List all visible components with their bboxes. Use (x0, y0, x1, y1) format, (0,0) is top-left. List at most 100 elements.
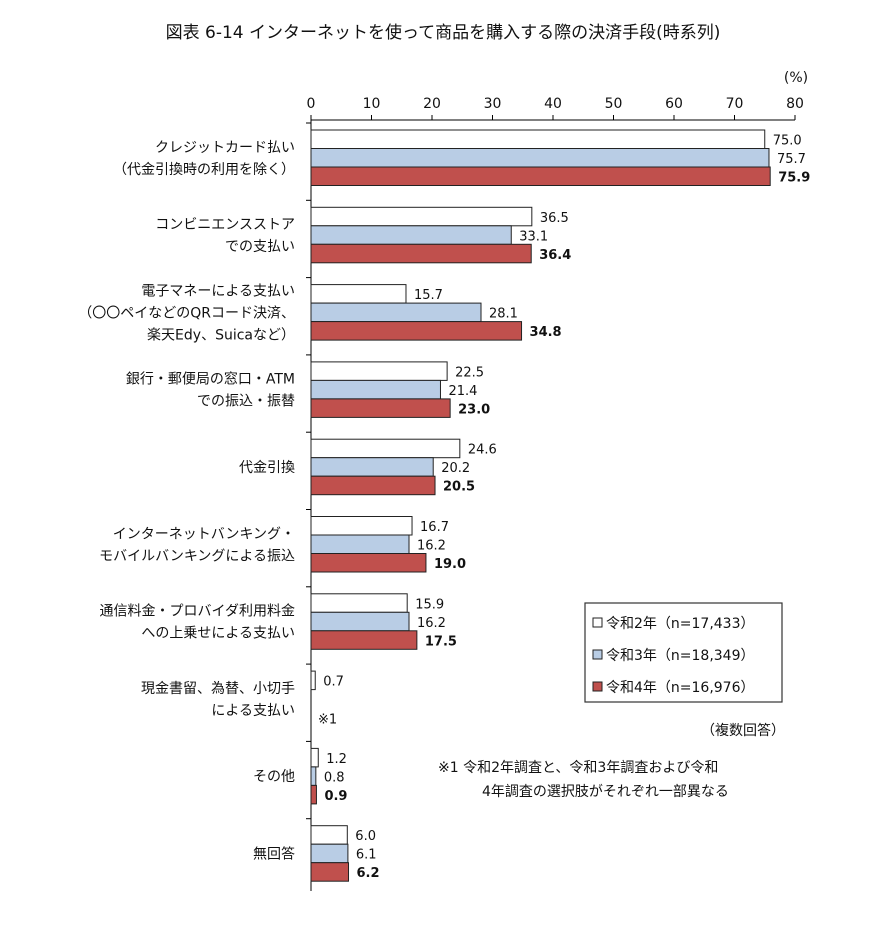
bar-1 (310, 379, 441, 400)
data-label: 21.4 (448, 384, 477, 399)
category-label: 無回答 (253, 845, 295, 862)
category-group: その他 1.2 0.8 0.9 (253, 747, 347, 805)
data-label: 23.0 (458, 402, 490, 417)
legend-entry: 令和2年（n=17,433） (606, 616, 755, 632)
data-label: 15.9 (415, 597, 444, 612)
data-label: 15.7 (414, 288, 443, 303)
data-label: 34.8 (530, 325, 562, 340)
bar-0 (310, 747, 319, 768)
category-label: その他 (253, 769, 295, 785)
data-label: 0.9 (324, 789, 347, 804)
category-group: 電子マネーによる支払い （〇〇ペイなどのQRコード決済、楽天Edy、Suicaなど… (78, 283, 561, 343)
data-label: 16.2 (417, 539, 446, 554)
data-label: 33.1 (519, 229, 548, 244)
category-group: 代金引換 24.6 20.2 20.5 (239, 438, 497, 496)
bar-1 (310, 457, 434, 477)
legend-entry: 令和4年（n=16,976） (606, 680, 755, 696)
bar-2 (310, 862, 350, 882)
bar-1 (310, 843, 349, 864)
bar-2 (310, 784, 317, 805)
bar-0 (310, 206, 533, 227)
bar-1 (310, 766, 317, 786)
data-label: 6.2 (357, 866, 380, 881)
data-label: 16.2 (417, 616, 446, 631)
unit-label: (%) (784, 70, 808, 86)
legend-entry: 令和3年（n=18,349） (606, 648, 755, 664)
category-label: 楽天Edy、Suicaなど） (147, 327, 295, 343)
category-label: での支払い (225, 239, 295, 255)
bar-0 (310, 670, 316, 691)
category-label: クレジットカード払い (155, 140, 295, 156)
data-label: 1.2 (326, 752, 347, 767)
x-tick-label: 50 (605, 96, 623, 112)
category-group: 銀行・郵便局の窓口・ATM での振込・振替 22.5 21.4 23.0 (126, 361, 490, 418)
bar-2 (310, 553, 427, 573)
category-group: 無回答 6.0 6.1 6.2 (253, 825, 380, 882)
multiple-answer-note: （複数回答） (701, 722, 785, 739)
category-label: 現金書留、為替、小切手 (141, 681, 295, 697)
note-marker: ※1 (318, 713, 337, 728)
bar-2 (310, 243, 532, 264)
data-label: 22.5 (455, 365, 484, 380)
x-tick-label: 70 (726, 96, 744, 112)
bar-1 (310, 302, 482, 323)
x-tick-label: 10 (363, 96, 381, 112)
footnote-line-2: 4年調査の選択肢がそれぞれ一部異なる (482, 784, 729, 800)
category-group: インターネットバンキング・モバイルバンキングによる振込 16.7 16.2 19.0 (99, 516, 466, 573)
bar-0 (310, 516, 413, 536)
x-tick-label: 0 (307, 96, 316, 112)
x-tick-label: 60 (665, 96, 683, 112)
data-label: 0.8 (324, 770, 345, 785)
bar-0 (310, 593, 408, 613)
category-group: クレジットカード払い （代金引換時の利用を除く） 75.0 75.7 75.9 (113, 129, 810, 186)
category-label: インターネットバンキング・ (113, 526, 295, 542)
data-label: 75.7 (777, 152, 806, 167)
bar-0 (310, 284, 407, 304)
category-label: での振込・振替 (197, 394, 295, 410)
data-label: 16.7 (420, 520, 449, 535)
data-label: 19.0 (434, 557, 466, 572)
bar-1 (310, 611, 410, 632)
legend-swatch (592, 649, 603, 660)
bar-1 (310, 225, 512, 245)
category-label: モバイルバンキングによる振込 (99, 548, 295, 564)
bar-2 (310, 475, 436, 496)
x-tick-label: 30 (484, 96, 502, 112)
data-label: 28.1 (489, 307, 518, 322)
legend-swatch (592, 681, 603, 692)
chart-title: 図表 6-14 インターネットを使って商品を購入する際の決済手段(時系列) (166, 22, 721, 43)
bar-2 (310, 398, 451, 418)
category-label: による支払い (211, 703, 295, 719)
footnote-line-1: ※1 令和2年調査と、令和3年調査および令和 (438, 760, 718, 776)
bar-2 (310, 166, 771, 186)
category-label: 電子マネーによる支払い (141, 283, 295, 299)
category-label: 代金引換 (239, 460, 295, 476)
data-label: 75.0 (773, 134, 802, 149)
bar-2 (310, 321, 523, 341)
category-label: 通信料金・プロバイダ利用料金 (100, 604, 295, 620)
bar-1 (310, 148, 770, 168)
data-label: 0.7 (323, 675, 344, 690)
bar-1 (310, 534, 410, 554)
category-label: （〇〇ペイなどのQRコード決済、 (78, 305, 295, 321)
category-label: （代金引換時の利用を除く） (113, 162, 295, 178)
category-label: コンビニエンスストア (155, 217, 295, 233)
legend-swatch (592, 617, 603, 628)
x-tick-label: 40 (544, 96, 562, 112)
bar-2 (310, 630, 418, 650)
legend-box (584, 602, 783, 703)
bar-0 (310, 438, 461, 459)
data-label: 6.0 (355, 829, 376, 844)
bar-0 (310, 825, 348, 845)
data-label: 6.1 (356, 848, 377, 863)
x-tick-label: 20 (423, 96, 441, 112)
data-label: 36.4 (539, 248, 571, 263)
data-label: 75.9 (778, 171, 810, 186)
category-label: 銀行・郵便局の窓口・ATM (126, 371, 295, 388)
bar-0 (310, 361, 448, 381)
